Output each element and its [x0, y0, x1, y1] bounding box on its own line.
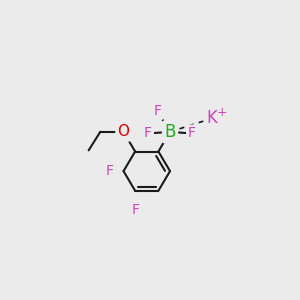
Text: F: F [131, 203, 139, 217]
Text: F: F [188, 127, 196, 140]
Text: F: F [153, 104, 161, 118]
Text: K: K [208, 109, 218, 127]
Text: F: F [144, 127, 152, 140]
Text: O: O [118, 124, 130, 140]
Text: B: B [164, 123, 176, 141]
Text: K: K [206, 109, 217, 127]
Text: F: F [106, 164, 114, 178]
Text: +: + [217, 106, 227, 119]
